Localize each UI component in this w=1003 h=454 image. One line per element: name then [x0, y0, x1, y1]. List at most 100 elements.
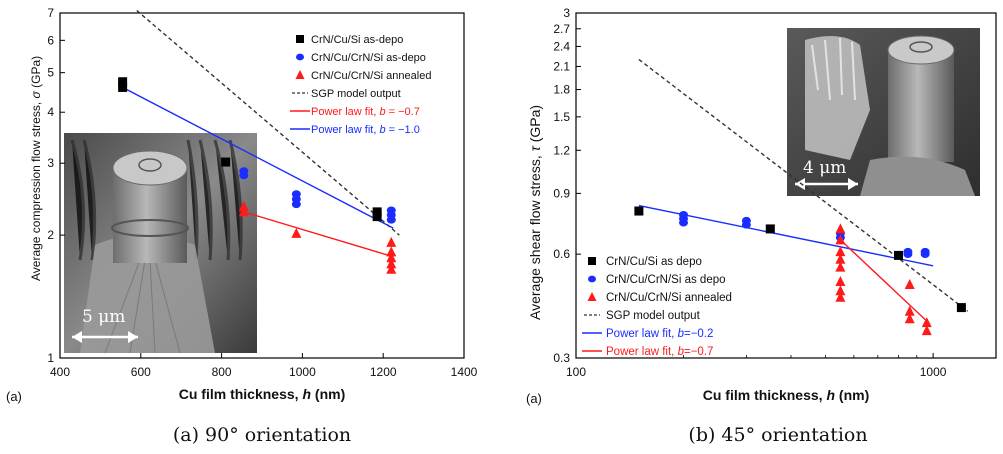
chart-b-point-square: [634, 206, 644, 216]
chart-a-ytick-label: 7: [47, 6, 54, 20]
chart-a-point-circle: [291, 190, 301, 198]
chart-b-point-triangle: [835, 261, 846, 272]
chart-a-line-power-fit: [243, 211, 394, 258]
chart-a-point-triangle: [386, 258, 397, 269]
chart-b-ytick-label: 2.7: [553, 22, 570, 36]
chart-a-legend-label: CrN/Cu/CrN/Si annealed: [311, 70, 431, 82]
chart-a-point-square: [221, 157, 231, 167]
chart-a-ylabel: Average compression flow stress, σ (GPa): [29, 56, 43, 281]
chart-b-point-triangle: [904, 305, 915, 316]
chart-a-legend-label: Power law fit, b = −1.0: [311, 124, 420, 136]
chart-a-point-triangle: [238, 201, 249, 212]
chart-b-ytick-label: 0.3: [553, 351, 570, 365]
chart-b-legend-label: SGP model output: [606, 310, 701, 322]
chart-a-point-triangle: [386, 252, 397, 263]
chart-a-legend-label: SGP model output: [311, 88, 401, 100]
chart-b-point-circle: [903, 250, 913, 258]
chart-a-xtick-label: 1200: [370, 365, 397, 379]
chart-b-ytick-label: 0.6: [553, 247, 570, 261]
chart-a-point-triangle: [291, 227, 302, 238]
chart-b-ytick-label: 1.5: [553, 110, 570, 124]
chart-b-inset-scale-label: 4 μm: [803, 158, 846, 178]
chart-a-point-square: [372, 207, 382, 217]
chart-a-point-triangle: [386, 246, 397, 257]
chart-a-plot: 1 2 3 4 5 6 7 400 600 800 1000 1200 1400 CrN/Cu/Si as…: [47, 6, 477, 379]
chart-b-point-triangle: [904, 278, 915, 289]
chart-a-panel-letter: (a): [6, 389, 22, 404]
chart-a-legend-label: Power law fit, b = −0.7: [311, 106, 420, 118]
chart-a-point-triangle: [238, 206, 249, 217]
chart-b-legend-swatch: [587, 292, 597, 301]
chart-a-frame: [59, 12, 465, 359]
chart-a-ytick-label: 6: [47, 33, 54, 47]
chart-b-point-triangle: [835, 223, 846, 234]
chart-b-point-square: [956, 303, 966, 313]
chart-b-legend-swatch: [588, 275, 596, 283]
chart-a-line-sgp-model: [136, 9, 400, 236]
chart-a-ytick-label: 2: [47, 228, 54, 242]
chart-b-ytick-label: 3: [563, 6, 570, 20]
chart-a-point-square: [118, 77, 128, 87]
chart-b-ylabel: Average shear flow stress, τ (GPa): [527, 105, 543, 320]
chart-b-xtick-label: 1000: [920, 365, 947, 379]
chart-b-point-triangle: [835, 246, 846, 257]
chart-b-point-triangle: [904, 313, 915, 324]
chart-a-ytick-label: 3: [47, 156, 54, 170]
chart-a-legend-swatch: [296, 35, 304, 43]
chart-a-xtick-label: 600: [131, 365, 151, 379]
chart-b-xtick-label: 100: [566, 365, 586, 379]
chart-a-inset-sem-image: [64, 133, 257, 354]
chart-b-line-power-fit: [839, 239, 929, 324]
chart-a-ytick-label: 4: [47, 105, 54, 119]
chart-a-legend-swatch: [295, 70, 305, 79]
chart-b-line-sgp-model: [638, 58, 969, 312]
chart-b-point-triangle: [921, 317, 932, 328]
chart-a-xtick-label: 1400: [451, 365, 478, 379]
chart-b-point-triangle: [835, 285, 846, 296]
chart-b-point-triangle: [835, 275, 846, 286]
chart-b-point-circle: [741, 220, 751, 229]
chart-a-point-square: [118, 82, 128, 92]
chart-b-legend-swatch: [588, 257, 596, 265]
chart-b-ytick-label: 1.8: [553, 83, 570, 97]
chart-b-legend-label: Power law fit, b=−0.2: [606, 328, 713, 340]
chart-b-ytick-label: 1.2: [553, 143, 570, 157]
chart-b-legend-label: CrN/Cu/CrN/Si as depo: [606, 274, 726, 286]
chart-b-legend-label: CrN/Cu/CrN/Si annealed: [606, 292, 732, 304]
chart-b-ytick-label: 0.9: [553, 186, 570, 200]
chart-a-legend-label: CrN/Cu/CrN/Si as-depo: [311, 52, 426, 64]
chart-a-xtick-label: 800: [212, 365, 232, 379]
chart-b-ytick-label: 2.4: [553, 39, 570, 53]
chart-b-point-square: [765, 224, 775, 234]
chart-a-xlabel: Cu film thickness, h (nm): [179, 386, 345, 402]
chart-a-ytick-label: 5: [47, 66, 54, 80]
chart-b-ytick-label: 2.1: [553, 59, 570, 73]
chart-b-plot: 0.3 0.6 0.9 1.2 1.5 1.8 2.1 2.4 2.7 3 100 1000 CrN/C…: [553, 6, 969, 379]
chart-b-point-triangle: [835, 291, 846, 302]
chart-a-xtick-label: 1000: [289, 365, 316, 379]
chart-b-point-circle: [920, 250, 930, 258]
chart-a-legend-label: CrN/Cu/Si as-depo: [311, 34, 403, 46]
chart-b-point-triangle: [835, 253, 846, 264]
chart-a-point-circle: [239, 167, 249, 175]
chart-b-point-square: [894, 250, 904, 260]
chart-b-caption: (b) 45° orientation: [688, 424, 867, 446]
chart-a-point-circle: [386, 206, 396, 215]
chart-a-point-square: [372, 212, 382, 222]
chart-a-inset-scale-label: 5 μm: [82, 307, 125, 327]
chart-b-inset-sem-image: [787, 28, 980, 196]
chart-b-legend-label: CrN/Cu/Si as depo: [606, 256, 702, 268]
chart-a-point-triangle: [386, 263, 397, 274]
chart-a-legend-swatch: [296, 53, 304, 61]
chart-b-legend-label: Power law fit, b=−0.7: [606, 346, 713, 358]
chart-a-ytick-label: 1: [47, 351, 54, 365]
chart-b: 4 μm 0.3 0.6 0.9 1.2 1.5 1.8 2.1 2.4 2.7 3 100 1000…: [526, 6, 997, 446]
chart-b-panel-letter: (a): [526, 391, 542, 406]
chart-a-xtick-label: 400: [50, 365, 70, 379]
chart-b-point-triangle: [835, 234, 846, 245]
chart-a-line-power-fit: [122, 86, 394, 229]
chart-b-point-circle: [679, 218, 689, 227]
chart-b-point-triangle: [921, 325, 932, 336]
chart-a-point-triangle: [386, 236, 397, 247]
